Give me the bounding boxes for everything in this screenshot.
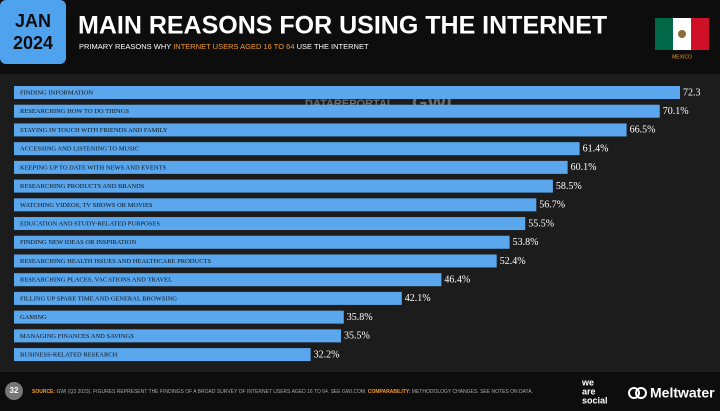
bar [14,235,510,249]
value-label: 53.8% [513,237,539,248]
subtitle: PRIMARY REASONS WHY INTERNET USERS AGED … [79,42,369,51]
category-label: GAMING [20,314,47,321]
category-label: FILLING UP SPARE TIME AND GENERAL BROWSI… [20,295,177,302]
bar [14,273,442,287]
bar [14,160,568,174]
category-label: RESEARCHING PRODUCTS AND BRANDS [20,183,145,190]
category-label: RESEARCHING HOW TO DO THINGS [20,108,129,115]
category-label: EDUCATION AND STUDY-RELATED PURPOSES [20,221,160,228]
category-label: STAYING IN TOUCH WITH FRIENDS AND FAMILY [20,127,168,134]
bar [14,329,342,343]
value-label: 60.1% [571,162,597,173]
bar [14,310,344,324]
category-label: MANAGING FINANCES AND SAVINGS [20,333,134,340]
value-label: 61.4% [583,143,609,154]
bar [14,179,553,193]
value-label: 70.1% [663,106,689,117]
brand-line: social [582,395,608,405]
date-badge [0,0,66,64]
value-label: 72.3 [683,87,701,98]
value-label: 56.7% [539,200,565,211]
month: JAN [15,11,51,31]
flag-green [655,18,673,50]
subtitle-part: USE THE INTERNET [295,42,369,51]
page-number: 32 [10,386,19,395]
brand2: Meltwater [650,385,715,401]
category-label: BUSINESS-RELATED RESEARCH [20,352,118,359]
bar [14,123,627,137]
value-label: 46.4% [444,274,470,285]
logo-ring [628,387,640,399]
bar [14,142,580,156]
category-label: RESEARCHING PLACES, VACATIONS AND TRAVEL [20,277,172,284]
value-label: 42.1% [405,293,431,304]
bar [14,86,680,99]
category-label: ACCESSING AND LISTENING TO MUSIC [20,146,139,153]
flag-emblem [678,30,686,38]
bar [14,291,402,305]
logo-ring [635,387,647,399]
bar [14,217,526,231]
value-label: 35.5% [344,331,370,342]
value-label: 32.2% [314,349,340,360]
flag [655,18,709,50]
category-label: KEEPING UP TO DATE WITH NEWS AND EVENTS [20,164,167,171]
category-label: FINDING NEW IDEAS OR INSPIRATION [20,239,136,246]
footer [0,372,720,411]
bar [14,198,537,212]
meltwater-logo [628,387,647,399]
category-label: FINDING INFORMATION [20,89,93,96]
source-text: GWI (Q3 2023). FIGURES REPRESENT THE FIN… [55,389,368,395]
source-label: SOURCE: [32,389,55,395]
brand-line: are [582,386,596,396]
subtitle-part: INTERNET USERS AGED 16 TO 64 [173,42,294,51]
bars: FINDING INFORMATION 72.3 RESEARCHING HOW T… [14,86,701,362]
brand-line: we [581,377,594,387]
comparability-text: METHODOLOGY CHANGES. SEE NOTES ON DATA. [410,389,533,395]
value-label: 35.8% [347,312,373,323]
year: 2024 [13,33,53,53]
flag-red [691,18,709,50]
value-label: 55.5% [528,218,554,229]
bar [14,348,311,362]
source: SOURCE: GWI (Q3 2023). FIGURES REPRESENT… [32,389,533,395]
category-label: RESEARCHING HEALTH ISSUES AND HEALTHCARE… [20,258,211,265]
bar [14,254,497,268]
country: MEXICO [672,54,692,60]
title: MAIN REASONS FOR USING THE INTERNET [78,12,607,40]
value-label: 52.4% [500,256,526,267]
value-label: 66.5% [630,125,656,136]
comparability-label: COMPARABILITY: [368,389,411,395]
category-label: WATCHING VIDEOS, TV SHOWS OR MOVIES [20,202,153,209]
bar [14,104,660,118]
page-badge [5,382,23,400]
value-label: 58.5% [556,181,582,192]
subtitle-part: PRIMARY REASONS WHY [79,42,173,51]
